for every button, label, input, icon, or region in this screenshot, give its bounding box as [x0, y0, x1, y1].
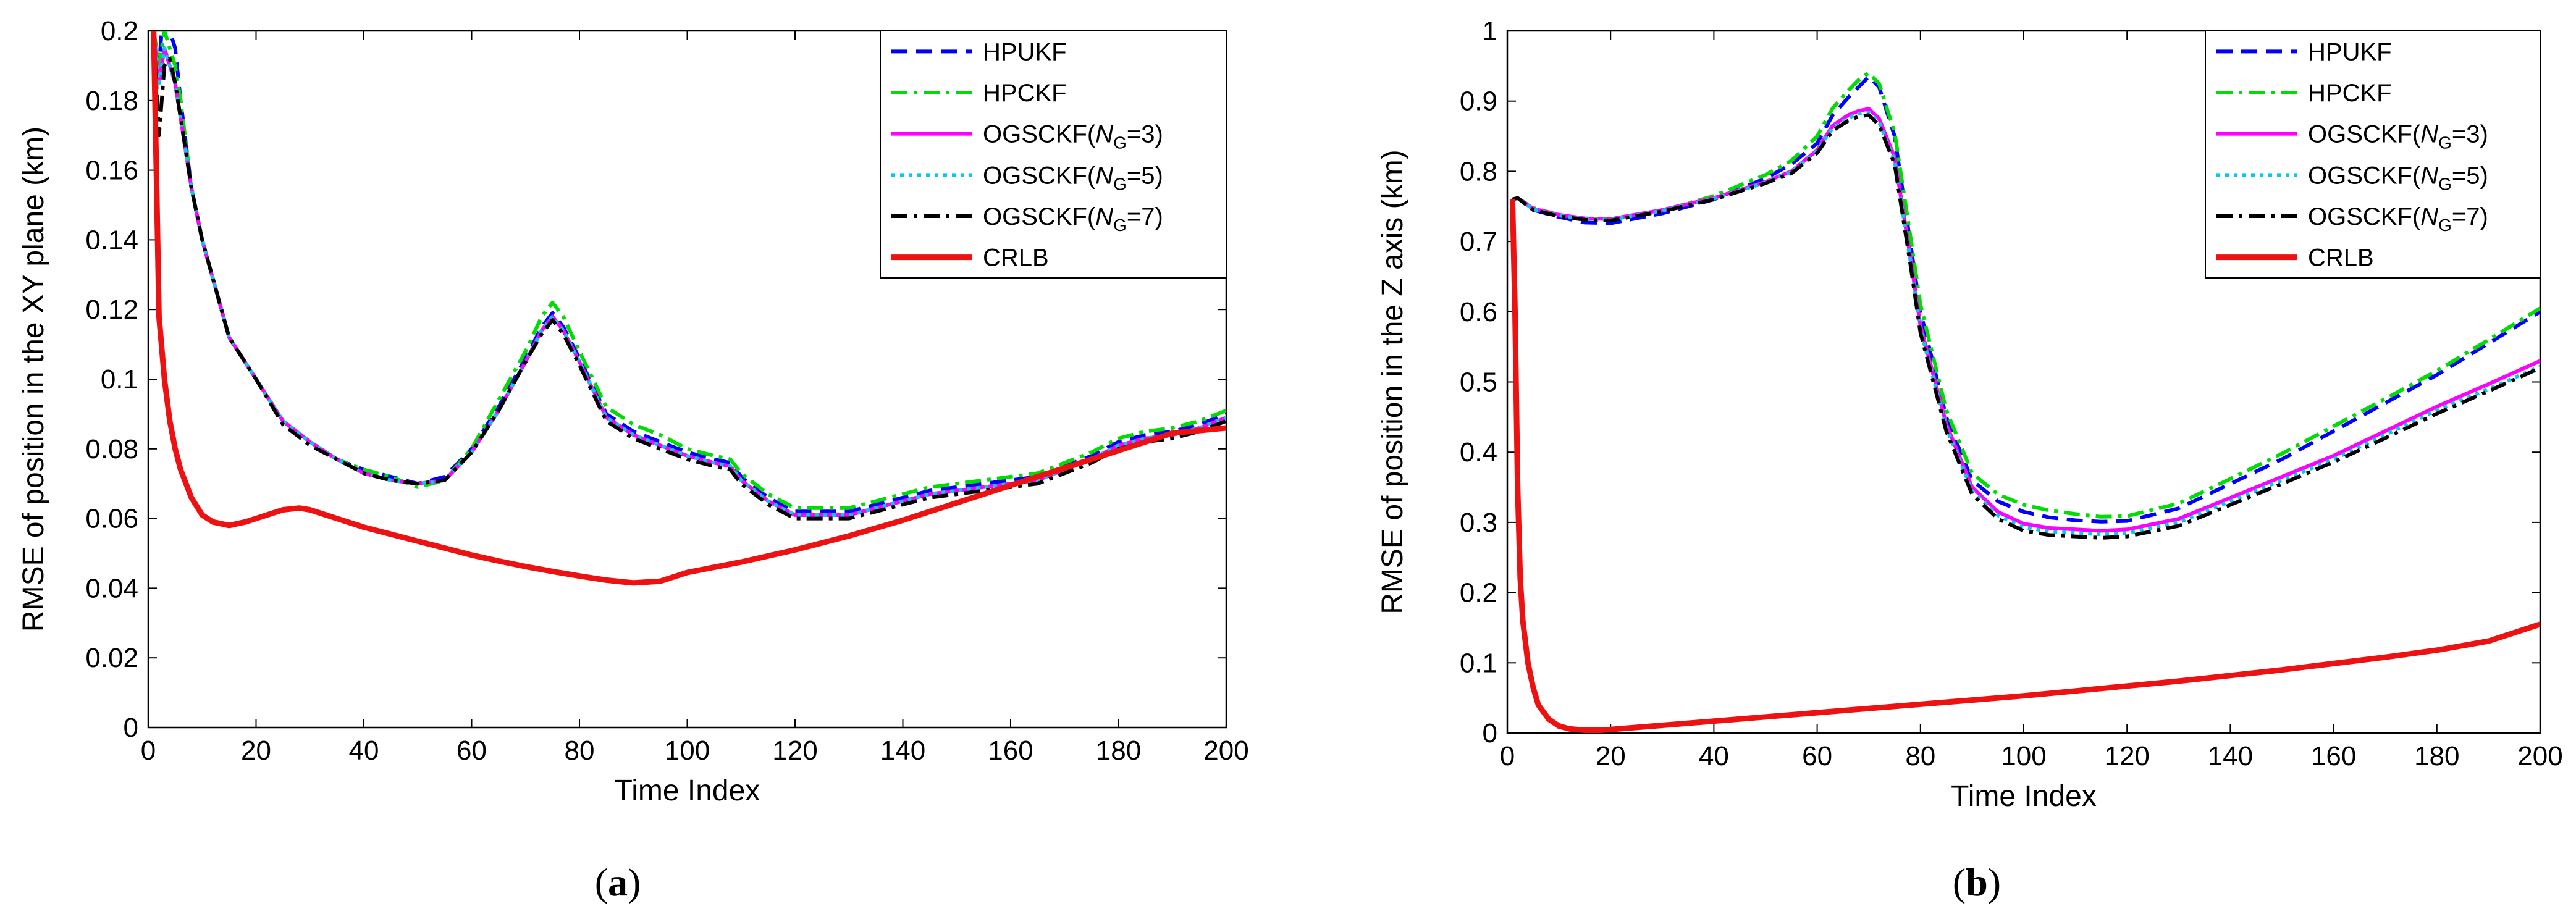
x-tick-label: 120: [772, 736, 817, 766]
y-tick-label: 0.18: [85, 86, 138, 116]
chart-panel-b: 0 20 40 60 80 100 120 140 160 180 200 0 0.1 0.2 0.3 0.4…: [1376, 16, 2563, 904]
y-tick-label: 0.4: [1460, 437, 1497, 467]
series-line-ogsckf-n-g-5-: [1512, 110, 2540, 537]
x-tick-label: 200: [2517, 741, 2562, 771]
panel-caption: (b): [1953, 860, 2001, 904]
y-tick-label: 0.2: [101, 16, 138, 46]
x-tick-label: 140: [880, 736, 925, 766]
legend-label: HPUKF: [2308, 38, 2392, 65]
x-tick-label: 100: [2001, 741, 2046, 771]
legend-label: CRLB: [983, 245, 1049, 272]
series-line-crlb: [151, 31, 1226, 586]
x-tick-label: 20: [241, 736, 271, 766]
y-axis-label: RMSE of position in the Z axis (km): [1376, 149, 1409, 614]
legend-label: OGSCKF(NG=7): [983, 203, 1163, 235]
series-lines: [1509, 71, 2540, 733]
y-tick-label: 0: [1483, 718, 1497, 748]
x-tick-label: 160: [2311, 741, 2356, 771]
legend-label: CRLB: [2308, 245, 2374, 272]
series-lines: [151, 31, 1226, 586]
series-line-hpckf: [151, 31, 1226, 510]
x-axis-label: Time Index: [615, 774, 760, 807]
x-tick-label: 60: [457, 736, 487, 766]
legend-label: OGSCKF(NG=3): [983, 121, 1163, 153]
legend-label: OGSCKF(NG=7): [2308, 203, 2488, 235]
y-tick-label: 0.3: [1460, 508, 1497, 538]
legend-label: HPUKF: [983, 38, 1067, 65]
series-line-ogsckf-n-g-7-: [1512, 113, 2540, 540]
y-tick-label: 0.8: [1460, 156, 1497, 187]
x-tick-label: 80: [565, 736, 595, 766]
y-axis-label: RMSE of position in the XY plane (km): [17, 127, 50, 632]
y-tick-label: 0.02: [85, 643, 138, 673]
x-tick-label: 0: [141, 736, 156, 766]
y-tick-label: 0.9: [1460, 86, 1497, 117]
x-tick-label: 80: [1905, 741, 1935, 771]
y-tick-label: 0.06: [85, 504, 138, 534]
x-tick-label: 0: [1500, 741, 1515, 771]
series-line-crlb: [1509, 199, 2540, 733]
y-tick-label: 0.7: [1460, 227, 1497, 257]
y-tick-label: 0.2: [1460, 578, 1497, 608]
y-tick-label: 0.12: [85, 295, 138, 325]
y-tick-label: 1: [1483, 16, 1497, 46]
x-axis-label: Time Index: [1951, 780, 2097, 813]
legend-box: [2205, 30, 2541, 279]
y-tick-label: 0: [124, 713, 138, 743]
legend-box: [880, 30, 1227, 279]
y-tick-label: 0.04: [85, 573, 138, 603]
x-tick-label: 40: [1699, 741, 1729, 771]
legend-label: HPCKF: [983, 80, 1067, 107]
x-tick-label: 160: [988, 736, 1033, 766]
panel-caption: (a): [595, 860, 641, 904]
y-tick-label: 0.14: [85, 225, 138, 255]
y-tick-label: 0.6: [1460, 297, 1497, 327]
chart-panel-a: 0 20 40 60 80 100 120 140 160 180 200 0 0.02 0.04 0.06…: [17, 16, 1249, 904]
legend-label: HPCKF: [2308, 80, 2392, 107]
legend-label: OGSCKF(NG=5): [2308, 162, 2488, 193]
legend-label: OGSCKF(NG=5): [983, 162, 1163, 193]
series-line-hpukf: [1512, 74, 2540, 524]
x-tick-label: 60: [1802, 741, 1832, 771]
y-tick-label: 0.1: [1460, 648, 1497, 678]
x-tick-label: 40: [349, 736, 379, 766]
y-tick-label: 0.1: [101, 364, 138, 395]
y-tick-label: 0.08: [85, 434, 138, 464]
x-tick-label: 100: [665, 736, 710, 766]
x-tick-label: 180: [2414, 741, 2459, 771]
x-tick-label: 200: [1203, 736, 1248, 766]
x-tick-label: 120: [2104, 741, 2149, 771]
legend-label: OGSCKF(NG=3): [2308, 121, 2488, 153]
x-tick-label: 180: [1096, 736, 1141, 766]
y-tick-label: 0.5: [1460, 367, 1497, 398]
x-tick-label: 140: [2208, 741, 2253, 771]
x-tick-label: 20: [1596, 741, 1626, 771]
y-tick-label: 0.16: [85, 156, 138, 186]
